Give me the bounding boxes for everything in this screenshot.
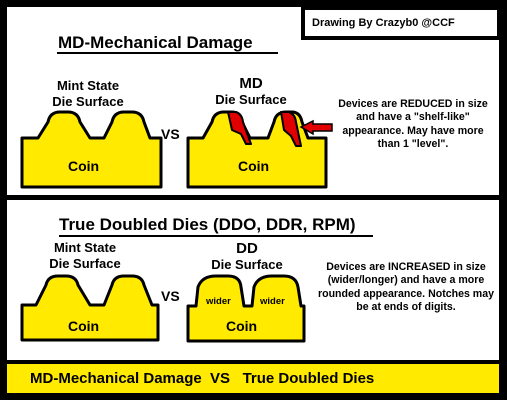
wider-label-1: wider [206, 296, 231, 307]
damage-arrow [299, 119, 333, 136]
bottom-right-label-line2: Die Surface [211, 257, 283, 272]
top-coin-left: Coin [68, 158, 100, 174]
bottom-section-title: True Doubled Dies (DDO, DDR, RPM) [59, 215, 356, 234]
bottom-coin-left: Coin [68, 318, 100, 334]
top-right-label: MD Die Surface [198, 76, 304, 108]
top-right-label-line1: MD [239, 75, 263, 92]
bottom-mint-die-shape [20, 274, 160, 342]
bottom-right-label-line1: DD [236, 240, 258, 257]
top-note: Devices are REDUCED in size and have a "… [338, 98, 488, 151]
bottom-left-label: Mint State Die Surface [32, 240, 138, 272]
bottom-vs-text: VS [161, 288, 180, 304]
md-damage-shelf-2 [280, 111, 302, 147]
footer-text: MD-Mechanical Damage VS True Doubled Die… [30, 370, 375, 387]
top-vs-text: VS [161, 126, 180, 142]
top-left-label-line1: Mint State [56, 78, 120, 93]
bottom-right-label: DD Die Surface [197, 241, 297, 273]
top-left-label: Mint State Die Surface [35, 78, 141, 110]
credit-text: Drawing By Crazyb0 @CCF [312, 17, 455, 29]
top-mint-die-shape [20, 110, 163, 189]
top-right-label-line2: Die Surface [215, 92, 287, 107]
wider-label-2: wider [260, 296, 285, 307]
bottom-left-label-line2: Die Surface [49, 256, 121, 271]
md-damage-shelf-1 [227, 111, 252, 145]
bottom-dd-die-shape [186, 274, 306, 343]
top-coin-right: Coin [238, 158, 270, 174]
credit-box [301, 6, 501, 40]
footer-bar [7, 364, 499, 393]
bottom-coin-right: Coin [226, 318, 258, 334]
bottom-left-label-line1: Mint State [53, 240, 117, 255]
bottom-note: Devices are INCREASED in size (wider/lon… [317, 261, 495, 314]
top-left-label-line2: Die Surface [52, 94, 124, 109]
top-section-title: MD-Mechanical Damage [58, 33, 253, 52]
